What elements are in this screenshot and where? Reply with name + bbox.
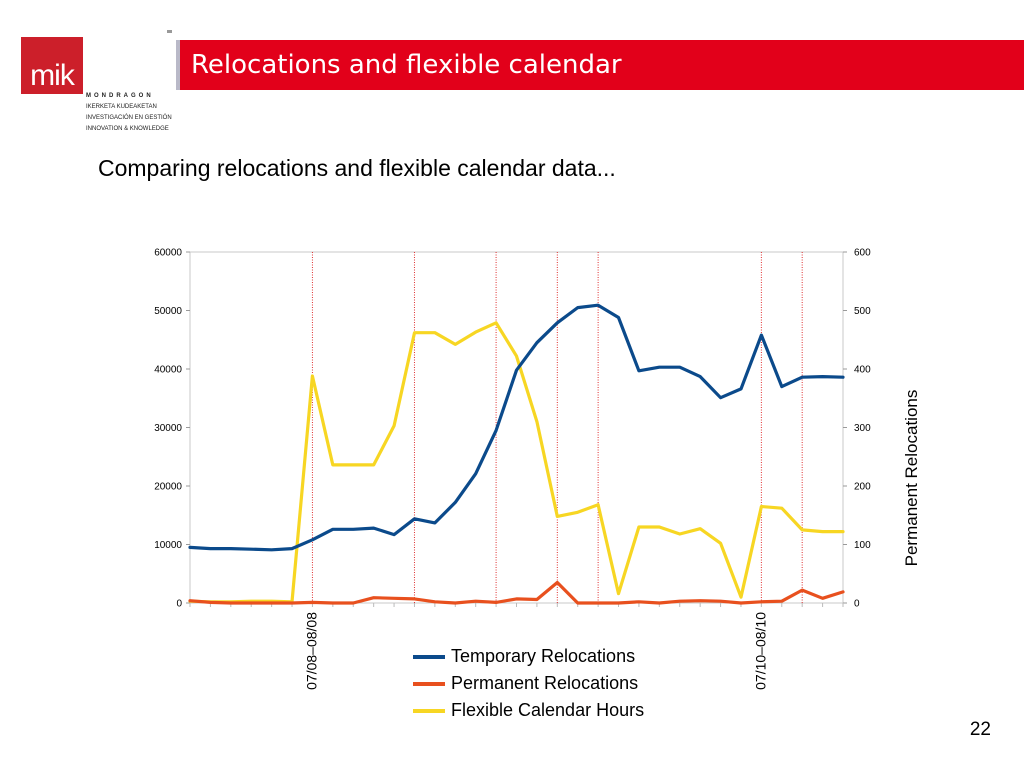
title-bar: Relocations and flexible calendar	[176, 40, 1024, 90]
left-axis-tick-label: 40000	[154, 365, 182, 376]
left-axis-tick-label: 10000	[154, 540, 182, 551]
right-axis-tick-label: 500	[854, 306, 871, 317]
legend-item: Temporary Relocations	[413, 643, 644, 670]
legend-item: Flexible Calendar Hours	[413, 697, 644, 724]
logo-line: IKERKETA KUDEAKETAN	[86, 104, 157, 110]
legend-label: Temporary Relocations	[451, 646, 636, 666]
right-axis-tick-label: 0	[854, 599, 860, 610]
left-axis-tick-label: 50000	[154, 306, 182, 317]
right-axis-tick-label: 100	[854, 540, 871, 551]
left-axis-tick-label: 0	[176, 599, 182, 610]
right-axis-tick-label: 400	[854, 365, 871, 376]
right-axis-tick-label: 200	[854, 482, 871, 493]
legend-item: Permanent Relocations	[413, 670, 644, 697]
logo-line: INNOVATION & KNOWLEDGE	[86, 126, 169, 132]
slide-subtitle: Comparing relocations and flexible calen…	[98, 155, 616, 181]
page-number: 22	[969, 719, 991, 740]
permanent-relocations-line	[188, 580, 845, 605]
x-axis-category-label: 07/10–08/10	[752, 612, 768, 690]
left-axis-tick-label: 30000	[154, 423, 182, 434]
temporary-relocations-line	[188, 303, 845, 552]
right-axis-label: Permanent Relocations	[902, 390, 921, 567]
legend-label: Permanent Relocations	[451, 673, 639, 693]
logo-brand: MONDRAGON	[86, 93, 154, 99]
right-axis-tick-label: 300	[854, 423, 871, 434]
flexible-calendar-line	[188, 321, 845, 604]
logo-mark: mik	[30, 59, 75, 92]
chart-legend: Temporary Relocations Permanent Relocati…	[413, 643, 644, 724]
right-axis-tick-label: 600	[854, 248, 871, 259]
legend-swatch-temporary	[413, 654, 445, 659]
x-axis-category-label: 07/08–08/08	[303, 612, 319, 690]
slide-title: Relocations and flexible calendar	[191, 50, 622, 80]
legend-swatch-flexible	[413, 708, 445, 713]
logo-caption: MONDRAGON IKERKETA KUDEAKETAN INVESTIGAC…	[86, 91, 172, 135]
left-axis-tick-label: 20000	[154, 482, 182, 493]
mik-logo: mik	[21, 37, 83, 94]
decorative-dot	[167, 30, 172, 33]
legend-swatch-permanent	[413, 681, 445, 686]
logo-line: INVESTIGACIÓN EN GESTIÓN	[86, 115, 172, 121]
left-axis-tick-label: 60000	[154, 248, 182, 259]
legend-label: Flexible Calendar Hours	[451, 700, 645, 720]
